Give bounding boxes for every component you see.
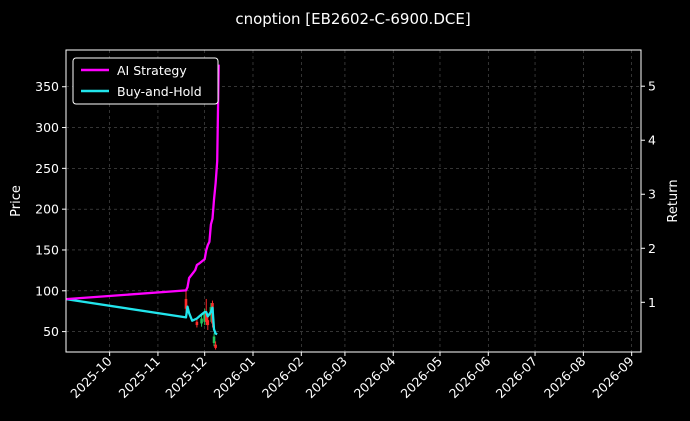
series-lines xyxy=(65,64,220,336)
y-tick-label-left: 200 xyxy=(35,202,59,217)
y-tick-label-left: 250 xyxy=(35,161,59,176)
chart-title: cnoption [EB2602-C-6900.DCE] xyxy=(235,10,470,28)
candle-body xyxy=(206,320,210,326)
candle-body xyxy=(212,336,216,344)
y-tick-label-right: 2 xyxy=(648,241,656,256)
y-tick-label-left: 300 xyxy=(35,120,59,135)
y-axis-left: 50 100 150 200 250 300 350 xyxy=(35,79,66,339)
legend-label-buy-and-hold: Buy-and-Hold xyxy=(117,84,202,99)
legend: AI Strategy Buy-and-Hold xyxy=(72,57,219,105)
y-axis-label-left: Price xyxy=(9,185,24,217)
y-tick-label-left: 100 xyxy=(35,283,59,298)
y-tick-label-right: 5 xyxy=(648,79,656,94)
candle-body xyxy=(200,318,203,324)
legend-box xyxy=(72,57,219,105)
y-tick-label-left: 150 xyxy=(35,242,59,257)
candle-body xyxy=(184,298,188,309)
candle-body xyxy=(214,344,217,348)
y-axis-label-right: Return xyxy=(666,179,681,222)
y-tick-label-right: 4 xyxy=(648,133,656,148)
y-tick-label-left: 350 xyxy=(35,79,59,94)
y-tick-label-left: 50 xyxy=(43,324,59,339)
series-line-ai-strategy xyxy=(65,64,220,301)
candle-body xyxy=(203,313,206,322)
candle-body xyxy=(195,321,199,326)
candle-body xyxy=(204,312,208,322)
y-tick-label-right: 3 xyxy=(648,187,656,202)
legend-label-ai-strategy: AI Strategy xyxy=(117,63,187,78)
y-tick-label-right: 1 xyxy=(648,295,656,310)
series-line-buy-and-hold xyxy=(65,297,218,336)
plot-frame xyxy=(65,49,642,353)
y-axis-right: 1 2 3 4 5 xyxy=(641,79,656,310)
